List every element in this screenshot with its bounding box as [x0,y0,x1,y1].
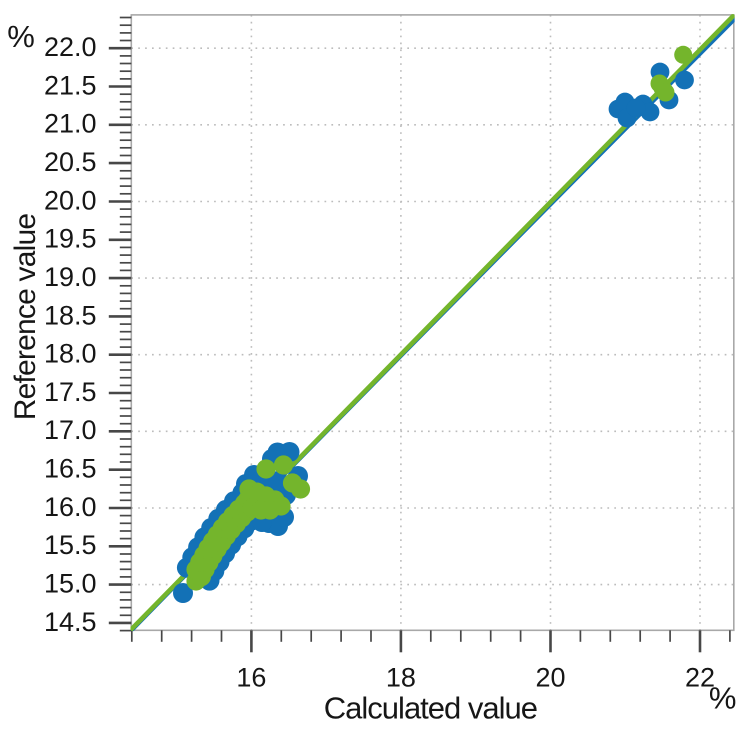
svg-text:18.0: 18.0 [44,339,97,369]
svg-text:22.0: 22.0 [44,32,97,62]
svg-text:21.5: 21.5 [44,70,97,100]
svg-text:17.5: 17.5 [44,377,97,407]
svg-text:%: % [709,681,737,716]
svg-text:20.5: 20.5 [44,147,97,177]
svg-text:15.5: 15.5 [44,530,97,560]
svg-text:21.0: 21.0 [44,109,97,139]
svg-text:14.5: 14.5 [44,607,97,637]
svg-text:%: % [7,19,35,54]
svg-text:16.0: 16.0 [44,492,97,522]
svg-text:19.5: 19.5 [44,224,97,254]
svg-text:18.5: 18.5 [44,300,97,330]
svg-text:20: 20 [535,663,565,693]
svg-text:16: 16 [236,663,266,693]
svg-text:Calculated value: Calculated value [324,691,537,726]
svg-text:19.0: 19.0 [44,262,97,292]
svg-text:16.5: 16.5 [44,454,97,484]
svg-text:22: 22 [685,663,715,693]
svg-text:20.0: 20.0 [44,185,97,215]
svg-text:Reference value: Reference value [9,214,42,421]
svg-text:17.0: 17.0 [44,415,97,445]
svg-text:18: 18 [386,663,416,693]
svg-text:15.0: 15.0 [44,569,97,599]
